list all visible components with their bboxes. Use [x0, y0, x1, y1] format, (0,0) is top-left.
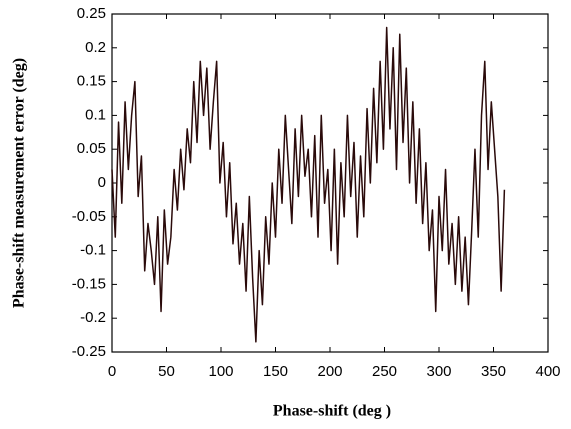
y-tick-label: 0.25: [77, 5, 106, 22]
x-tick-label: 150: [263, 363, 288, 380]
y-tick-label: 0.05: [77, 140, 106, 157]
y-tick-label: 0.1: [85, 106, 106, 123]
y-tick-label: -0.25: [72, 343, 106, 360]
x-tick-label: 50: [158, 363, 175, 380]
x-tick-label: 300: [426, 363, 451, 380]
x-tick-label: 100: [208, 363, 233, 380]
y-tick-label: -0.05: [72, 208, 106, 225]
y-tick-label: 0.15: [77, 73, 106, 90]
x-tick-label: 250: [372, 363, 397, 380]
y-axis-label: Phase-shift measurement error (deg): [11, 58, 28, 308]
data-line: [111, 26, 506, 343]
y-tick-label: 0.2: [85, 39, 106, 56]
y-tick-label: -0.15: [72, 275, 106, 292]
y-tick-label: -0.1: [80, 242, 106, 259]
plot-frame: [111, 13, 549, 353]
y-tick-label: 0: [98, 174, 106, 191]
x-tick-label: 200: [317, 363, 342, 380]
x-tick-label: 350: [481, 363, 506, 380]
y-tick-label: -0.2: [80, 309, 106, 326]
x-tick-label: 0: [108, 363, 116, 380]
x-axis-label: Phase-shift (deg ): [273, 403, 391, 420]
x-tick-label: 400: [535, 363, 560, 380]
